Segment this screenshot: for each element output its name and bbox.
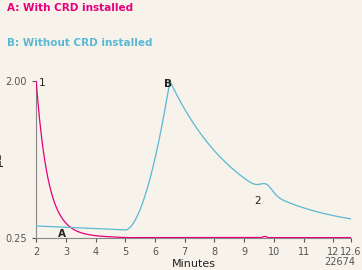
- Y-axis label: μS: μS: [0, 152, 3, 166]
- Text: 2: 2: [254, 197, 261, 207]
- Text: B: B: [164, 79, 172, 89]
- Text: B: Without CRD installed: B: Without CRD installed: [7, 38, 153, 48]
- Text: A: With CRD installed: A: With CRD installed: [7, 3, 133, 13]
- Text: 22674: 22674: [324, 257, 355, 267]
- Text: A: A: [58, 229, 66, 239]
- X-axis label: Minutes: Minutes: [172, 259, 216, 269]
- Text: 1: 1: [39, 78, 45, 88]
